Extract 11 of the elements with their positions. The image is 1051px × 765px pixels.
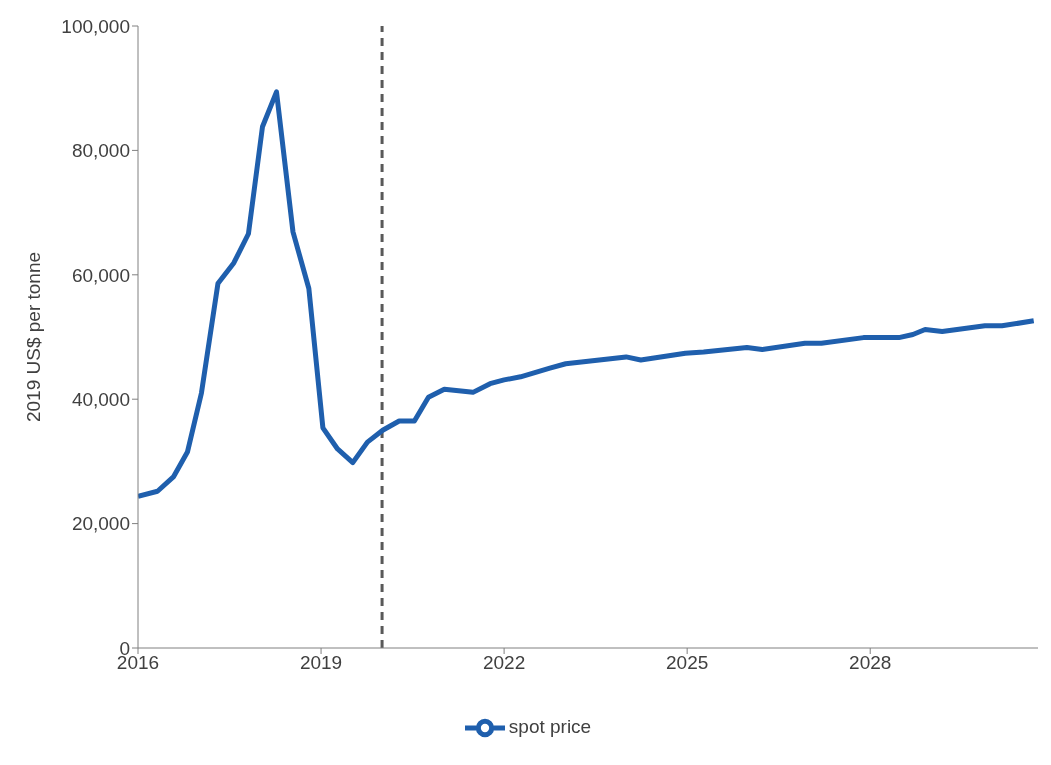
x-tick-label: 2025 xyxy=(666,652,709,674)
x-tick-label: 2022 xyxy=(482,652,526,674)
x-tick-label: 2019 xyxy=(299,652,343,674)
y-tick-label: 80,000 xyxy=(71,140,130,162)
y-tick-label: 100,000 xyxy=(61,15,130,37)
y-tick-label: 40,000 xyxy=(71,388,130,410)
y-tick-label: 20,000 xyxy=(71,513,130,535)
legend-label: spot price xyxy=(508,716,592,738)
y-axis-title: 2019 US$ per tonne xyxy=(22,251,44,423)
x-tick-label: 2028 xyxy=(849,652,892,674)
y-tick-label: 60,000 xyxy=(71,264,130,286)
